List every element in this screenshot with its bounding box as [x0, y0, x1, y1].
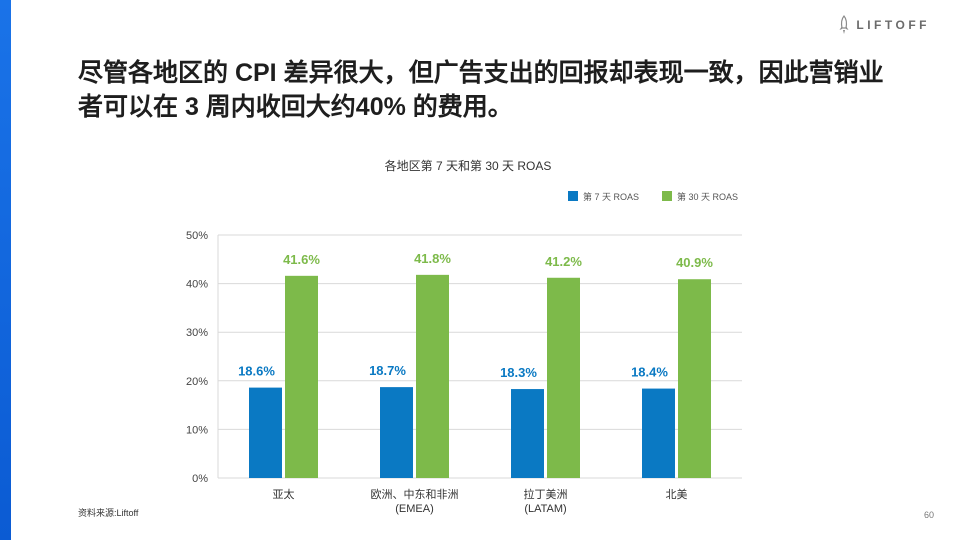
y-tick-label: 20%: [186, 376, 208, 388]
x-tick-label: (LATAM): [524, 503, 566, 515]
bar-day7: [511, 389, 544, 478]
data-label-day30: 40.9%: [676, 255, 713, 270]
legend-label-1: 第 7 天 ROAS: [583, 191, 639, 202]
logo-text: LIFTOFF: [856, 18, 930, 32]
y-tick-label: 30%: [186, 327, 208, 339]
data-label-day7: 18.3%: [500, 365, 537, 380]
data-label-day7: 18.7%: [369, 363, 406, 378]
bar-day7: [642, 388, 675, 478]
slide-headline: 尽管各地区的 CPI 差异很大，但广告支出的回报却表现一致，因此营销业者可以在 …: [78, 59, 884, 121]
bar-day30: [416, 274, 449, 478]
x-tick-label: 北美: [666, 488, 688, 501]
bar-day7: [380, 387, 413, 478]
y-tick-label: 10%: [186, 424, 208, 436]
chart-title: 各地区第 7 天和第 30 天 ROAS: [385, 158, 552, 173]
legend-swatch-2: [662, 191, 672, 201]
bar-day30: [678, 279, 711, 478]
x-tick-label: 拉丁美洲: [524, 487, 568, 501]
y-tick-label: 40%: [186, 279, 208, 291]
x-tick-label: 欧洲、中东和非洲: [371, 488, 459, 501]
x-tick-label: (EMEA): [395, 503, 434, 515]
bar-day30: [547, 277, 580, 478]
data-label-day30: 41.2%: [545, 254, 582, 269]
data-label-day7: 18.4%: [631, 365, 668, 380]
data-label-day30: 41.8%: [414, 251, 451, 266]
page-number: 60: [923, 510, 934, 520]
data-label-day7: 18.6%: [238, 364, 275, 379]
y-tick-label: 50%: [186, 230, 208, 242]
y-tick-label: 0%: [192, 473, 208, 485]
chart-canvas: 各地区第 7 天和第 30 天 ROAS 第 7 天 ROAS 第 30 天 ROA…: [186, 158, 742, 515]
x-tick-label: 亚太: [273, 488, 295, 501]
liftoff-logo: LIFTOFF: [838, 14, 930, 36]
bar-day7: [249, 387, 282, 478]
legend-label-2: 第 30 天 ROAS: [677, 191, 738, 202]
bar-day30: [285, 275, 318, 478]
roas-bar-chart: 各地区第 7 天和第 30 天 ROAS 第 7 天 ROAS 第 30 天 ROA…: [170, 150, 770, 530]
legend-swatch-1: [568, 191, 578, 201]
rocket-icon: [839, 15, 849, 34]
accent-bar: [0, 0, 11, 540]
source-note: 资料来源:Liftoff: [78, 508, 139, 518]
data-label-day30: 41.6%: [283, 252, 320, 267]
